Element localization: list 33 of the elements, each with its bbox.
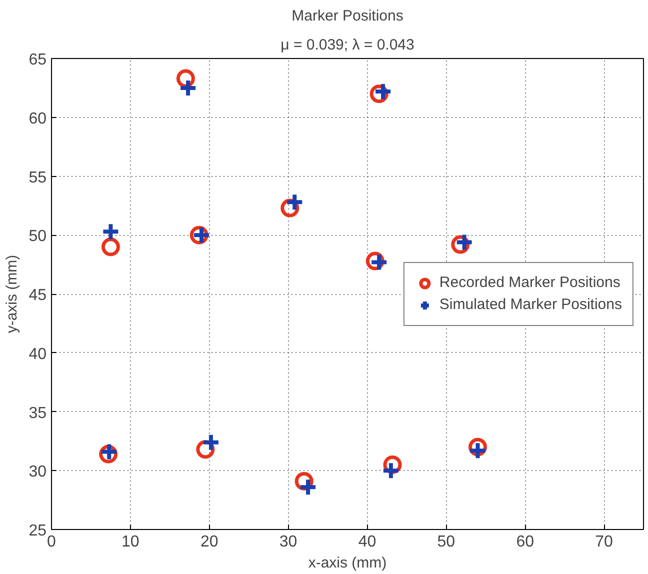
point: [298, 478, 318, 497]
x-tick-label: 40: [358, 534, 376, 550]
x-tick-label: 10: [122, 534, 140, 550]
x-tick-label: 60: [516, 534, 534, 550]
point: [201, 432, 220, 452]
y-tick-label: 65: [28, 52, 47, 68]
point: [176, 69, 195, 88]
y-tick-label: 40: [28, 346, 47, 363]
point: [285, 192, 304, 212]
point: [101, 222, 120, 242]
y-tick-label: 50: [28, 228, 47, 246]
y-tick-label: 30: [28, 464, 47, 481]
y-axis-title: y-axis (mm): [4, 254, 21, 334]
y-tick-label: 25: [28, 522, 47, 540]
y-tick-label: 45: [28, 287, 47, 304]
x-tick-label: 20: [200, 534, 218, 550]
x-tick-label: 30: [279, 534, 298, 550]
point: [381, 461, 400, 480]
x-tick-label: 50: [437, 534, 456, 550]
y-tick-label: 35: [28, 404, 47, 422]
point: [101, 238, 120, 256]
point: [468, 441, 488, 460]
legend-label: Recorded Marker Positions: [439, 274, 620, 291]
y-tick-label: 55: [28, 169, 47, 186]
point: [454, 232, 474, 252]
x-axis-title: x-axis (mm): [308, 554, 387, 572]
chart-subtitle: μ = 0.039; λ = 0.043: [280, 36, 414, 54]
x-tick-label: 0: [47, 534, 56, 550]
chart-title: Marker Positions: [292, 8, 404, 24]
point: [370, 252, 389, 272]
legend-label: Simulated Marker Positions: [439, 296, 622, 313]
x-tick-label: 70: [595, 534, 614, 550]
y-tick-label: 60: [28, 110, 47, 128]
